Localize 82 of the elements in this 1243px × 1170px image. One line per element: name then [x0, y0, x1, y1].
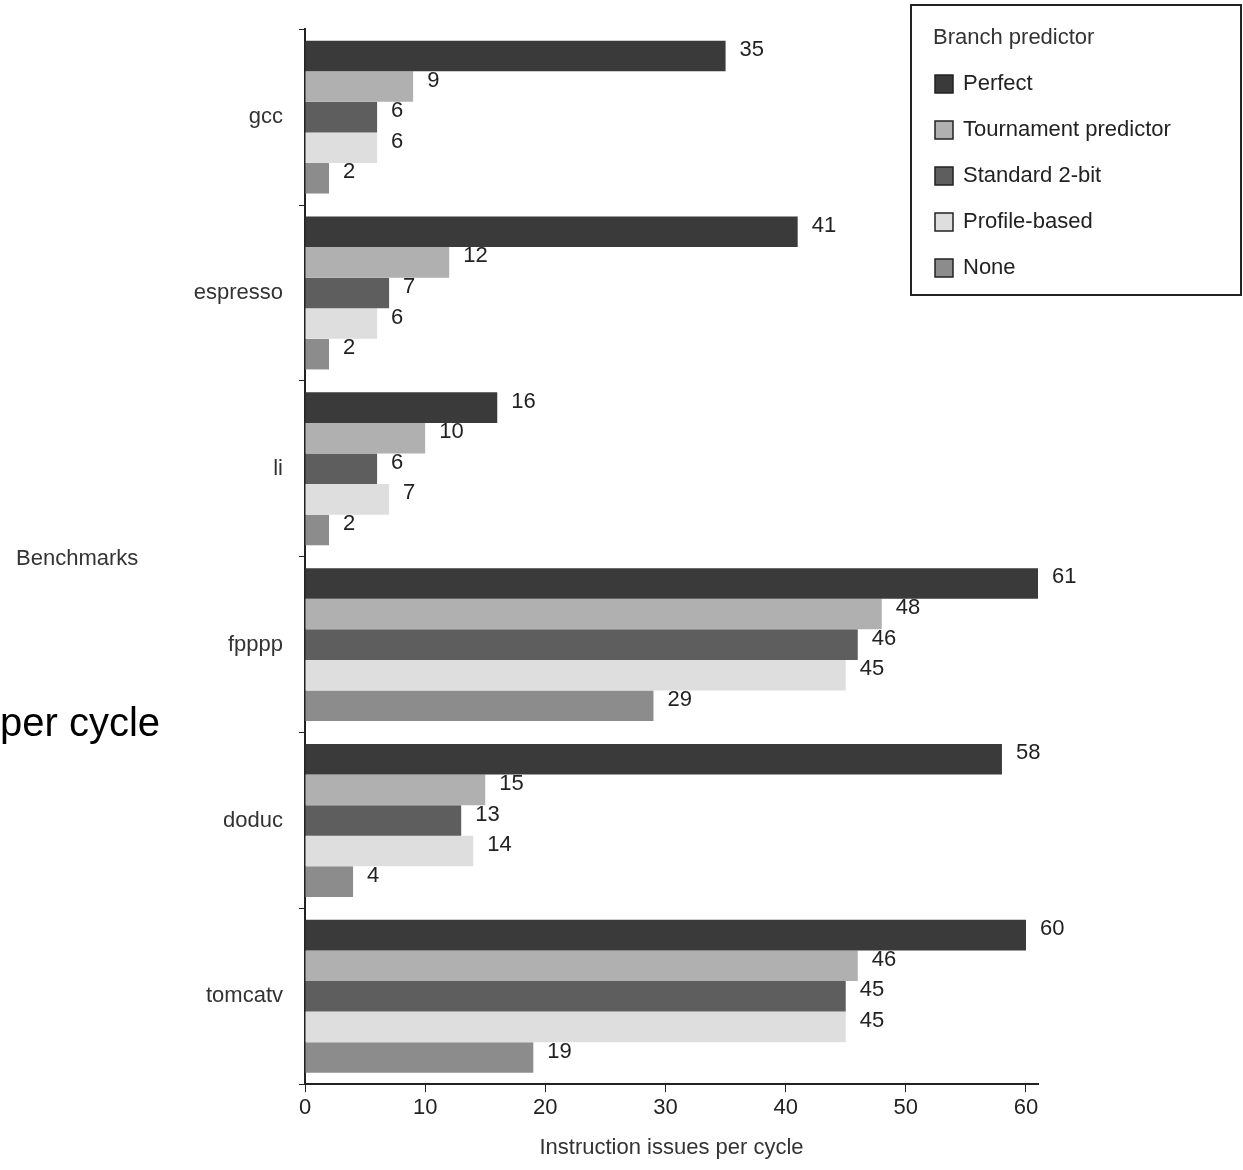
data-label: 15	[499, 769, 524, 795]
bar	[305, 132, 378, 164]
data-label: 7	[403, 479, 416, 505]
bar	[305, 629, 858, 660]
data-label: 14	[487, 831, 512, 857]
bar	[305, 40, 726, 72]
bar	[305, 514, 330, 546]
data-label: 35	[739, 35, 765, 61]
bar	[305, 835, 474, 867]
legend-label: Standard 2-bit	[963, 162, 1102, 188]
data-label: 45	[859, 655, 885, 681]
bar	[305, 308, 378, 339]
bar	[305, 1011, 846, 1043]
legend-title: Branch predictor	[933, 24, 1095, 50]
bar	[305, 453, 378, 485]
data-label: 58	[1015, 739, 1041, 765]
bar	[305, 805, 462, 836]
bar	[305, 1042, 534, 1073]
data-label: 13	[475, 800, 500, 826]
data-label: 48	[895, 594, 921, 620]
y-axis-title: Benchmarks	[16, 544, 139, 570]
x-axis-title: Instruction issues per cycle	[539, 1133, 804, 1159]
x-tick-label: 30	[653, 1094, 678, 1120]
bar	[305, 392, 498, 423]
x-tick-label: 40	[773, 1094, 798, 1120]
bar	[305, 598, 882, 630]
bar	[305, 163, 330, 194]
legend-label: Profile-based	[963, 208, 1093, 234]
data-label: 41	[811, 211, 837, 237]
y-tick-label: espresso	[193, 279, 283, 305]
x-tick-label: 20	[533, 1094, 558, 1120]
data-label: 45	[859, 1006, 885, 1032]
bar	[305, 216, 798, 248]
bar	[305, 101, 378, 133]
bar	[305, 71, 414, 102]
bar	[305, 866, 354, 897]
bar	[305, 659, 846, 691]
data-label: 6	[391, 127, 404, 153]
bar	[305, 247, 450, 278]
data-label: 6	[391, 448, 404, 474]
data-label: 10	[439, 418, 464, 444]
bar	[305, 919, 1026, 951]
data-label: 19	[547, 1037, 572, 1063]
bar	[305, 980, 846, 1012]
bar	[305, 277, 390, 309]
x-tick-label: 10	[412, 1094, 438, 1120]
y-tick-label: gcc	[248, 103, 283, 129]
data-label: 46	[871, 945, 897, 971]
bar	[305, 568, 1038, 599]
legend-label: Perfect	[963, 70, 1033, 96]
bar	[305, 484, 390, 515]
x-tick-label: 50	[893, 1094, 919, 1120]
y-tick-label: tomcatv	[205, 982, 283, 1008]
y-tick-label: li	[273, 454, 283, 480]
bar	[305, 690, 654, 722]
data-label: 2	[343, 510, 356, 536]
bar	[305, 774, 486, 806]
data-label: 46	[871, 624, 897, 650]
data-label: 6	[391, 97, 404, 123]
bar	[305, 743, 1002, 775]
text: per cycle	[0, 700, 161, 745]
data-label: 6	[391, 303, 404, 329]
data-label: 61	[1052, 563, 1077, 589]
data-label: 7	[403, 273, 416, 299]
data-label: 4	[367, 861, 380, 887]
y-tick-label: doduc	[223, 806, 283, 832]
data-label: 2	[343, 334, 356, 360]
legend-label: Tournament predictor	[963, 116, 1171, 142]
data-label: 16	[511, 387, 536, 413]
bar	[305, 950, 858, 981]
data-label: 45	[859, 976, 885, 1002]
data-label: 60	[1039, 915, 1065, 941]
bar	[305, 338, 330, 370]
data-label: 29	[667, 685, 692, 711]
data-label: 2	[343, 158, 356, 184]
bar	[305, 422, 426, 454]
data-label: 9	[427, 66, 440, 92]
y-tick-label: fpppp	[227, 630, 283, 656]
data-label: 12	[463, 242, 488, 268]
x-tick-label: 0	[298, 1094, 312, 1120]
legend-label: None	[963, 254, 1016, 280]
x-tick-label: 60	[1013, 1094, 1039, 1120]
